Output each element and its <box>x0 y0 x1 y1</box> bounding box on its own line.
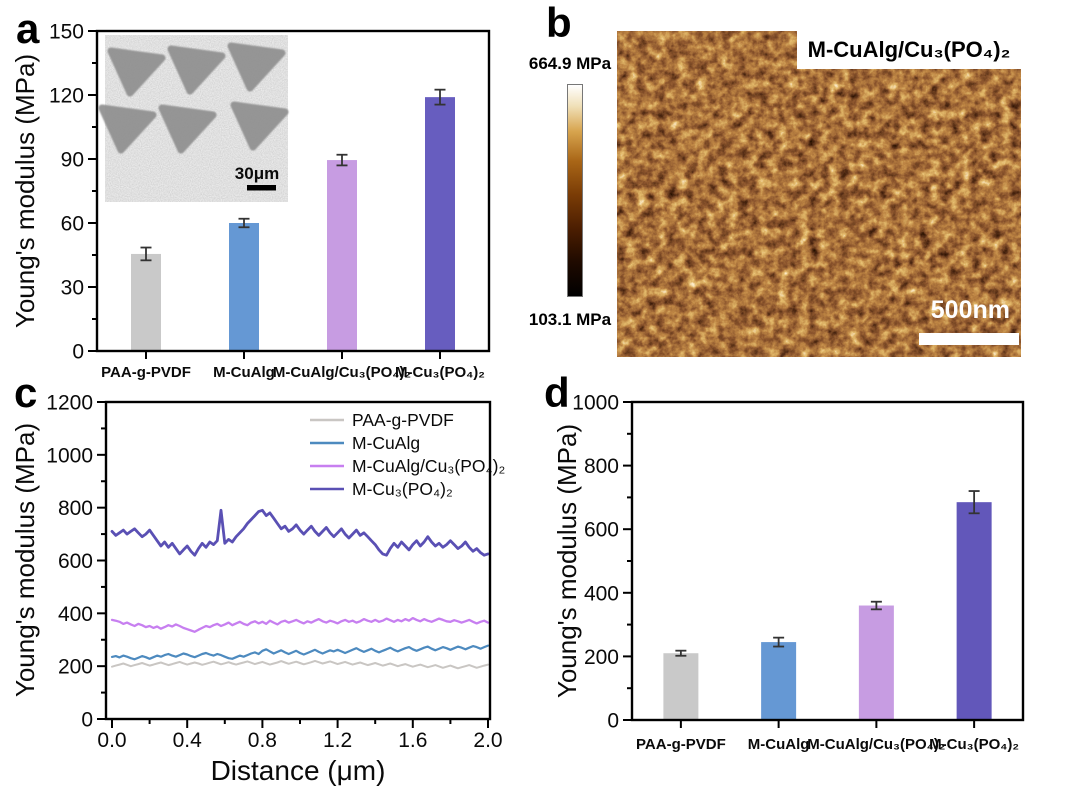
x-category-label: PAA-g-PVDF <box>636 736 726 753</box>
x-tick-label: 2.0 <box>473 729 502 752</box>
indent-triangle <box>230 101 289 151</box>
colorbar-max-label: 664.9 MPa <box>528 54 612 73</box>
x-category-label: PAA-g-PVDF <box>101 364 191 381</box>
legend-label: M-CuAlg/Cu₃(PO₄)₂ <box>352 456 505 476</box>
bar <box>229 223 259 351</box>
afm-modulus-map: M-CuAlg/Cu₃(PO₄)₂ 500nm <box>617 31 1021 357</box>
x-tick-label: 0.4 <box>173 729 203 752</box>
panel-label-a: a <box>16 5 40 52</box>
y-tick-label: 90 <box>61 149 84 172</box>
x-category-label: M-CuAlg/Cu₃(PO₄)₂ <box>273 364 411 381</box>
y-tick-label: 200 <box>58 656 93 679</box>
bar <box>131 253 161 351</box>
indent-triangle <box>167 45 226 95</box>
y-tick-label: 60 <box>61 213 84 236</box>
y-tick-label: 120 <box>49 85 84 108</box>
panel-b: b 664.9 MPa 103.1 MPa <box>0 0 1072 380</box>
afm-sample-label: M-CuAlg/Cu₃(PO₄)₂ <box>807 37 1011 62</box>
y-tick-label: 0 <box>607 710 619 733</box>
x-axis-title: Distance (μm) <box>211 755 386 786</box>
line-chart-panel-c: 0 200 400 600 800 1000 1200 Young's modulus (MP… <box>10 392 505 787</box>
modulus-colorbar <box>567 84 583 297</box>
afm-label-patch: M-CuAlg/Cu₃(PO₄)₂ <box>797 31 1021 69</box>
y-tick-label: 30 <box>61 277 84 300</box>
y-axis-title: Young's modulus (MPa) <box>10 54 40 328</box>
bar-chart-panel-d: 0 200 400 600 800 1000 Young's modulus (MPa) PA… <box>552 392 1025 753</box>
y-tick-label: 400 <box>58 603 93 626</box>
afm-texture <box>617 31 1021 357</box>
y-tick-label: 600 <box>58 550 93 573</box>
y-tick-label: 0 <box>72 341 84 364</box>
bar <box>761 642 797 720</box>
panel-a: a 0 30 60 90 120 150 Young's modulus (MPa) PAA-… <box>0 0 536 392</box>
y-tick-label: 800 <box>58 497 93 520</box>
panel-c: c 0 200 400 600 800 1000 1200 Young's modulus (… <box>0 372 536 802</box>
y-axis-title: Young's modulus (MPa) <box>10 423 40 697</box>
panel-label-c: c <box>14 369 38 416</box>
x-category-label: M-CuAlg <box>213 364 275 381</box>
y-tick-label: 600 <box>584 519 619 542</box>
x-category-label: M-Cu₃(PO₄)₂ <box>395 364 485 381</box>
plot-frame <box>104 400 492 721</box>
bar <box>663 653 699 720</box>
y-tick-label: 1000 <box>572 392 619 415</box>
sem-scale-bar <box>247 185 276 191</box>
bar <box>956 502 992 720</box>
series-line-4 <box>110 508 490 557</box>
x-category-label: M-Cu₃(PO₄)₂ <box>929 736 1019 753</box>
legend-label: M-Cu₃(PO₄)₂ <box>352 479 453 499</box>
bar <box>858 605 894 720</box>
series-line-3 <box>110 616 490 633</box>
afm-scale-label: 500nm <box>930 296 1010 324</box>
indent-triangle <box>107 47 166 97</box>
y-axis-title: Young's modulus (MPa) <box>552 424 582 698</box>
bar-chart-panel-a: 0 30 60 90 120 150 Young's modulus (MPa) PAA-g-… <box>10 21 491 381</box>
plot-frame <box>95 29 491 353</box>
legend-label: PAA-g-PVDF <box>352 410 454 430</box>
y-tick-label: 1200 <box>46 392 93 415</box>
y-tick-label: 150 <box>49 21 84 44</box>
afm-scale-bar <box>919 333 1019 345</box>
y-tick-label: 800 <box>584 455 619 478</box>
legend-label: M-CuAlg <box>352 433 420 453</box>
bar <box>425 97 455 351</box>
y-tick-label: 0 <box>81 709 93 732</box>
x-tick-label: 0.8 <box>248 729 277 752</box>
indent-triangle <box>227 42 286 92</box>
x-tick-label: 0.0 <box>97 729 126 752</box>
x-category-label: M-CuAlg <box>748 736 810 753</box>
bar <box>327 160 357 351</box>
indent-triangle <box>158 104 217 154</box>
x-tick-label: 1.6 <box>398 729 427 752</box>
y-tick-label: 200 <box>584 646 619 669</box>
plot-frame <box>630 400 1025 722</box>
sem-inset-image: 30μm <box>98 35 289 202</box>
indentation-triangles <box>98 42 289 154</box>
afm-image-canvas <box>617 31 1021 357</box>
x-category-label: M-CuAlg/Cu₃(PO₄)₂ <box>807 736 945 753</box>
series-line-1 <box>111 659 489 670</box>
y-tick-label: 1000 <box>46 444 93 467</box>
indent-triangle <box>98 104 157 154</box>
colorbar-min-label: 103.1 MPa <box>528 310 612 329</box>
y-tick-label: 400 <box>584 582 619 605</box>
series-line-2 <box>110 644 490 661</box>
panel-label-b: b <box>546 0 572 46</box>
sem-scale-label: 30μm <box>235 164 279 183</box>
panel-label-d: d <box>544 369 570 416</box>
x-tick-label: 1.2 <box>323 729 352 752</box>
sem-inset-canvas: 30μm <box>98 35 289 202</box>
panel-d: d 0 200 400 600 800 1000 Young's modulus (MPa)… <box>536 372 1072 802</box>
